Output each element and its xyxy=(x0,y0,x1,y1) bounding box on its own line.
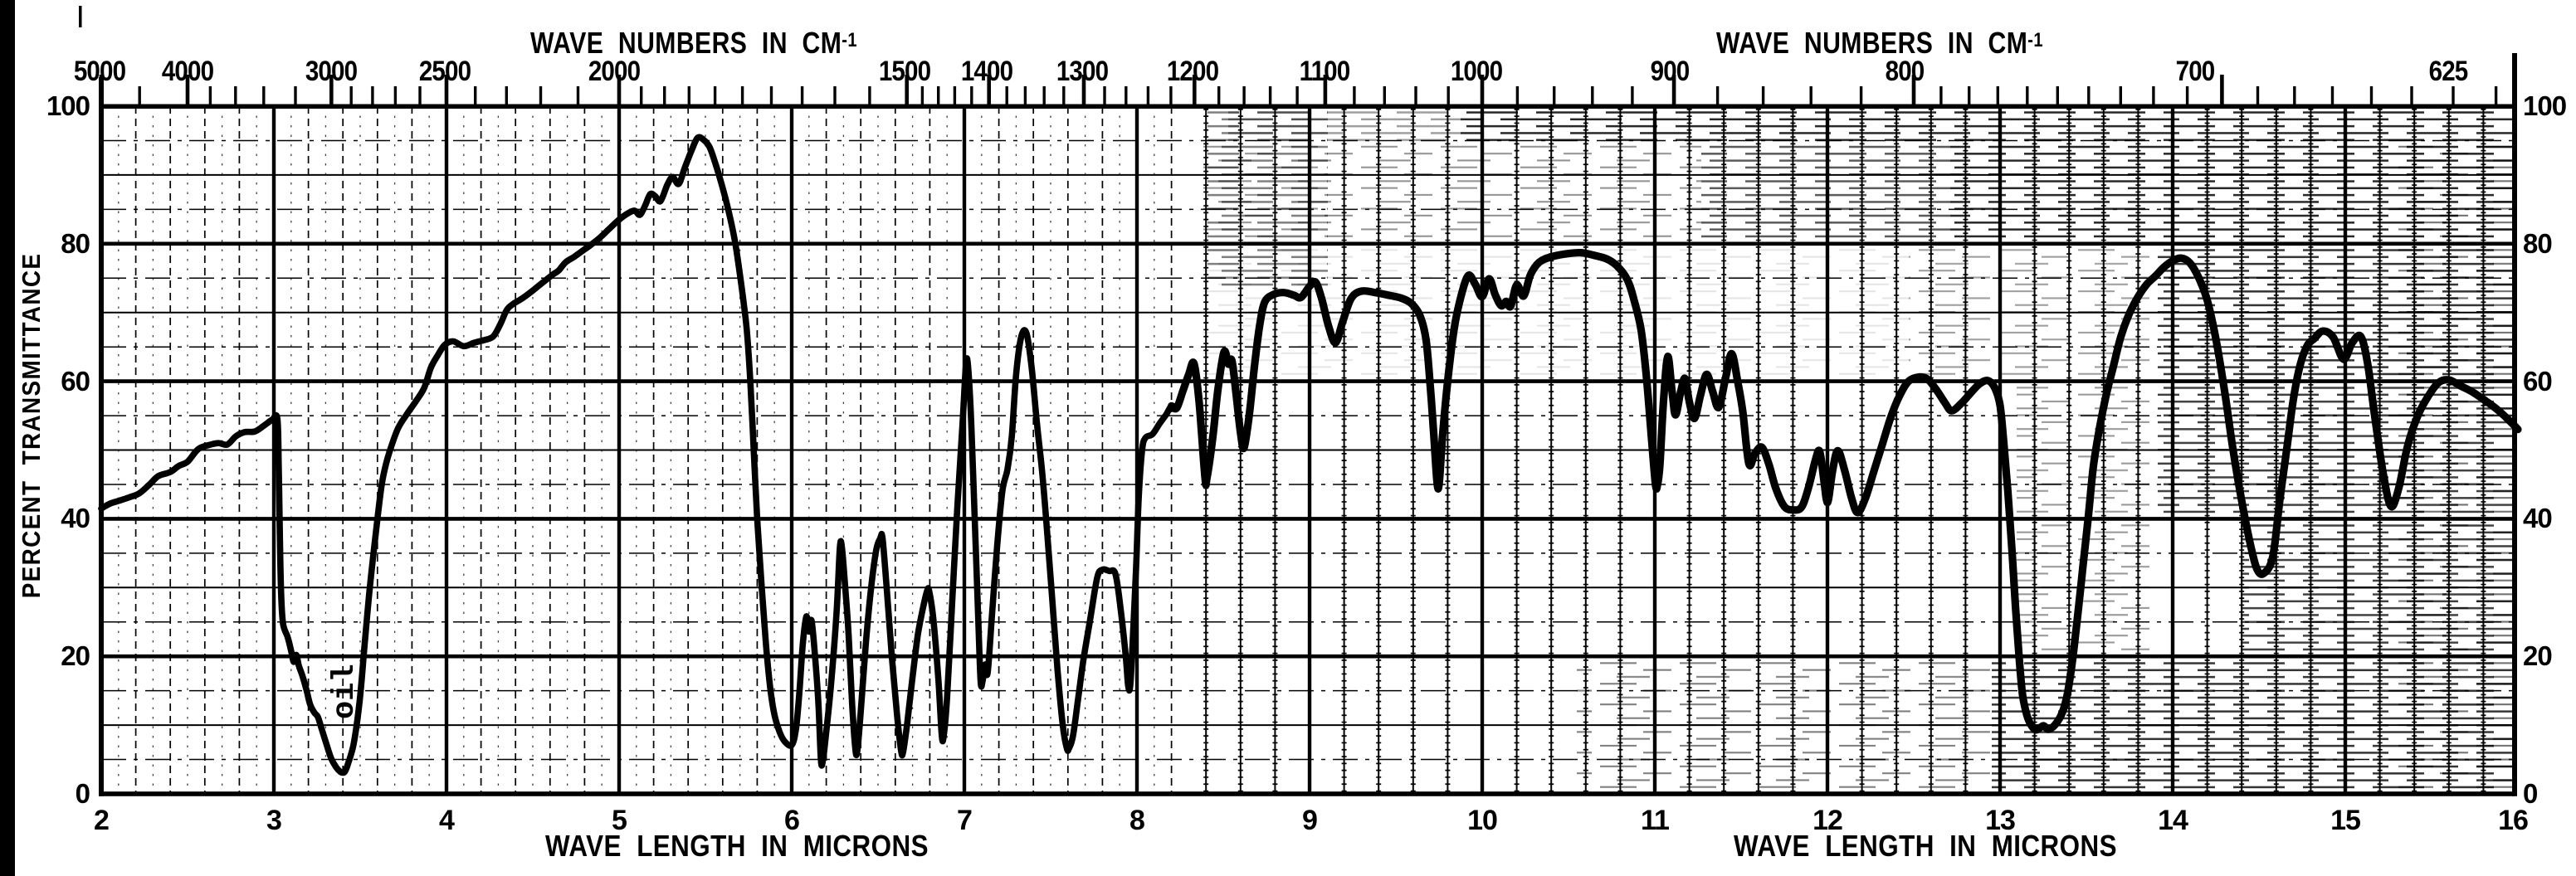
svg-text:WAVE LENGTH IN MICRONS: WAVE LENGTH IN MICRONS xyxy=(1734,830,2117,864)
svg-text:11: 11 xyxy=(1641,805,1669,836)
svg-text:1300: 1300 xyxy=(1056,55,1109,86)
svg-text:WAVE LENGTH IN MICRONS: WAVE LENGTH IN MICRONS xyxy=(545,830,929,864)
svg-text:40: 40 xyxy=(61,503,90,533)
svg-text:0: 0 xyxy=(2523,778,2537,809)
svg-text:100: 100 xyxy=(2523,90,2566,121)
svg-text:1200: 1200 xyxy=(1167,55,1219,86)
svg-text:80: 80 xyxy=(2523,228,2552,259)
svg-text:16: 16 xyxy=(2498,805,2528,836)
svg-text:13: 13 xyxy=(1985,805,2015,836)
svg-text:900: 900 xyxy=(1651,55,1690,86)
svg-text:20: 20 xyxy=(61,640,90,671)
svg-text:2: 2 xyxy=(94,805,109,836)
svg-text:625: 625 xyxy=(2429,55,2468,86)
svg-text:2000: 2000 xyxy=(588,55,641,86)
svg-text:1100: 1100 xyxy=(1300,55,1350,86)
svg-text:40: 40 xyxy=(2523,503,2552,533)
svg-text:60: 60 xyxy=(61,366,90,397)
svg-text:WAVE NUMBERS IN CM-1: WAVE NUMBERS IN CM-1 xyxy=(530,27,857,61)
svg-text:100: 100 xyxy=(46,90,90,121)
svg-text:700: 700 xyxy=(2176,55,2215,86)
svg-text:6: 6 xyxy=(784,805,799,836)
svg-text:3000: 3000 xyxy=(305,55,358,86)
svg-text:7: 7 xyxy=(957,805,972,836)
svg-text:10: 10 xyxy=(1467,805,1497,836)
svg-text:PERCENT TRANSMITTANCE: PERCENT TRANSMITTANCE xyxy=(17,253,46,599)
svg-text:20: 20 xyxy=(2523,640,2552,671)
svg-text:9: 9 xyxy=(1302,805,1317,836)
svg-text:3: 3 xyxy=(266,805,281,836)
svg-text:0: 0 xyxy=(76,778,90,809)
svg-text:15: 15 xyxy=(2330,805,2360,836)
svg-text:4000: 4000 xyxy=(162,55,214,86)
svg-text:1400: 1400 xyxy=(961,55,1013,86)
svg-text:1500: 1500 xyxy=(879,55,931,86)
svg-text:80: 80 xyxy=(61,228,90,259)
svg-text:8: 8 xyxy=(1129,805,1144,836)
svg-text:oil: oil xyxy=(328,664,363,719)
svg-text:5: 5 xyxy=(612,805,627,836)
svg-text:800: 800 xyxy=(1886,55,1925,86)
svg-text:1000: 1000 xyxy=(1451,55,1503,86)
svg-text:14: 14 xyxy=(2158,805,2188,836)
svg-text:60: 60 xyxy=(2523,366,2552,397)
svg-text:2500: 2500 xyxy=(419,55,471,86)
svg-text:12: 12 xyxy=(1812,805,1842,836)
svg-text:WAVE NUMBERS IN CM-1: WAVE NUMBERS IN CM-1 xyxy=(1716,27,2043,61)
svg-text:5000: 5000 xyxy=(74,55,126,86)
svg-text:4: 4 xyxy=(439,805,455,836)
